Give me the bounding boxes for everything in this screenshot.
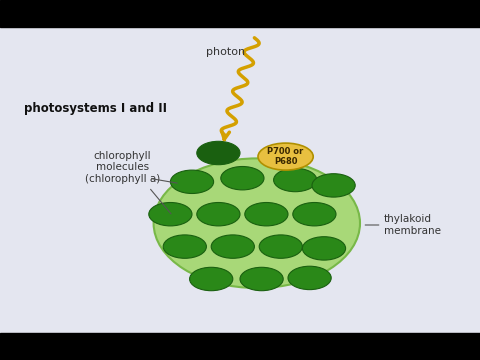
Ellipse shape: [259, 235, 302, 258]
Ellipse shape: [221, 166, 264, 190]
Ellipse shape: [274, 168, 317, 192]
Text: photosystems I and II: photosystems I and II: [24, 102, 167, 114]
Ellipse shape: [163, 235, 206, 258]
Bar: [0, 0, 480, 27]
Ellipse shape: [154, 158, 360, 288]
Ellipse shape: [197, 141, 240, 165]
Text: photon: photon: [206, 47, 246, 57]
Ellipse shape: [240, 267, 283, 291]
Ellipse shape: [312, 174, 355, 197]
Ellipse shape: [288, 266, 331, 289]
Ellipse shape: [211, 235, 254, 258]
Ellipse shape: [170, 170, 214, 194]
Ellipse shape: [258, 143, 313, 170]
Text: thylakoid
membrane: thylakoid membrane: [384, 214, 441, 236]
Text: P700 or
P680: P700 or P680: [267, 147, 304, 166]
Ellipse shape: [302, 237, 346, 260]
Ellipse shape: [149, 202, 192, 226]
Ellipse shape: [293, 202, 336, 226]
Ellipse shape: [197, 202, 240, 226]
Bar: [0, 333, 480, 360]
Text: chlorophyll
molecules
(chlorophyll a): chlorophyll molecules (chlorophyll a): [85, 151, 160, 184]
Ellipse shape: [190, 267, 233, 291]
Ellipse shape: [245, 202, 288, 226]
